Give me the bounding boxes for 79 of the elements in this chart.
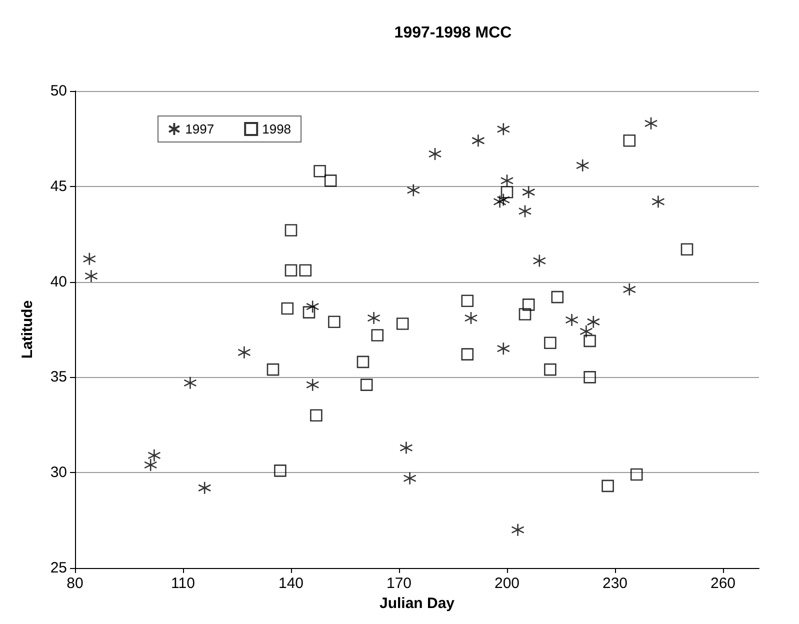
point (310, 409, 322, 422)
point (623, 134, 636, 147)
point (584, 371, 596, 384)
y-tick-label: 45 (50, 178, 67, 195)
y-tick-label: 30 (50, 464, 67, 482)
point (356, 356, 370, 368)
point (496, 342, 510, 356)
point (472, 134, 485, 148)
point (496, 122, 510, 136)
point (580, 324, 593, 338)
point (496, 193, 510, 206)
point (428, 147, 442, 161)
legend-label: 1997 (185, 122, 214, 136)
point (281, 302, 294, 315)
point (464, 311, 478, 325)
point (652, 195, 665, 208)
x-tick-label: 80 (66, 575, 84, 592)
point (500, 186, 514, 198)
y-axis-title: Latitude (19, 300, 36, 359)
point (586, 315, 600, 329)
point (360, 378, 373, 391)
y-tick-label: 50 (50, 82, 67, 100)
point (82, 252, 96, 266)
point (371, 329, 384, 342)
point (284, 224, 298, 236)
point (266, 363, 280, 376)
point (565, 313, 578, 327)
point (518, 308, 532, 320)
point (84, 269, 98, 283)
x-tick-label: 110 (171, 575, 195, 592)
point (493, 195, 506, 208)
x-axis-title: Julian Day (379, 595, 456, 612)
point (396, 318, 409, 330)
point (602, 480, 614, 492)
point (584, 334, 596, 348)
point (544, 336, 556, 350)
y-tick-label: 25 (50, 560, 67, 576)
point (184, 376, 197, 390)
point (522, 298, 535, 311)
point (314, 164, 326, 178)
x-tick-label: 230 (602, 575, 628, 592)
y-tick-label: 40 (50, 273, 67, 290)
chart-title: 1997-1998 MCC (394, 24, 512, 42)
point (406, 184, 420, 197)
point (198, 481, 212, 495)
point (306, 378, 320, 392)
point (284, 264, 298, 276)
point (238, 346, 251, 360)
point (680, 243, 694, 256)
x-tick-label: 140 (278, 575, 304, 592)
point (532, 254, 546, 268)
point (461, 294, 474, 308)
point (144, 458, 158, 472)
point (302, 306, 316, 318)
point (400, 441, 413, 454)
point (551, 290, 564, 304)
point (576, 158, 590, 172)
point (148, 448, 161, 462)
point (403, 472, 416, 485)
x-tick-label: 260 (710, 575, 736, 592)
point (544, 363, 556, 376)
point (522, 185, 536, 199)
point (622, 282, 636, 296)
point (461, 348, 474, 360)
y-tick-label: 35 (50, 368, 67, 386)
point (306, 300, 320, 314)
point (630, 468, 643, 481)
point (511, 523, 524, 536)
point (324, 174, 337, 187)
point (500, 174, 514, 188)
point (299, 264, 312, 276)
x-tick-label: 170 (386, 575, 412, 592)
point (518, 204, 532, 218)
legend-label: 1998 (262, 122, 292, 136)
point (367, 311, 380, 325)
point (274, 464, 286, 477)
point (328, 316, 340, 328)
point (644, 116, 658, 130)
x-tick-label: 200 (494, 575, 520, 592)
